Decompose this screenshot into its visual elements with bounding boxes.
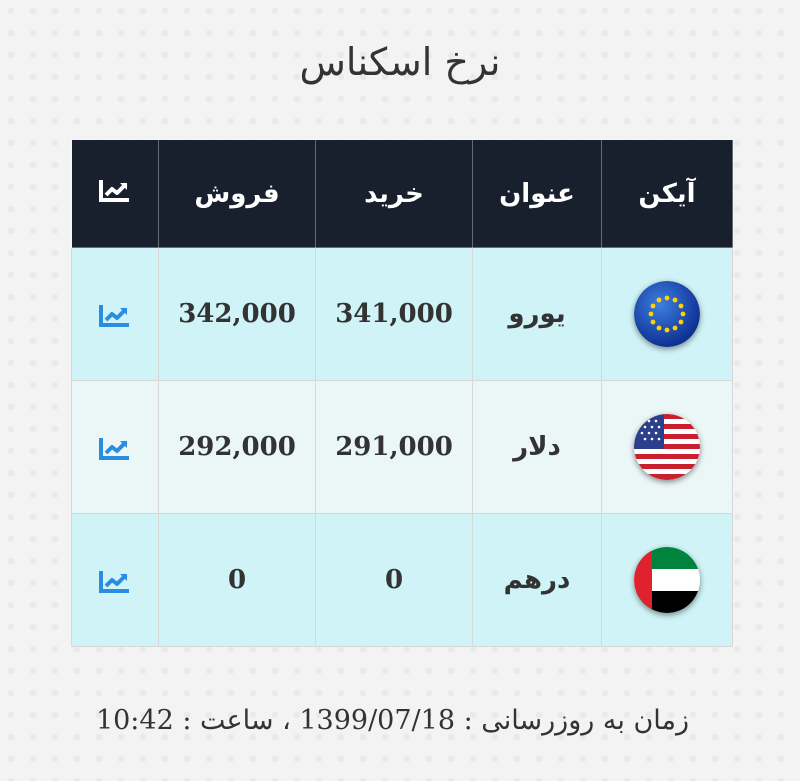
header-chart <box>71 139 159 248</box>
update-time: زمان به روزرسانی : 1399/07/18 ، ساعت : 1… <box>95 705 689 736</box>
table-row: یورو 341,000 342,000 <box>71 247 733 381</box>
flag-cell <box>601 247 733 381</box>
flag-cell <box>601 513 733 647</box>
flag-cell <box>601 380 733 514</box>
table-header-row: آیکن عنوان خرید فروش <box>71 139 733 248</box>
chart-button[interactable] <box>71 247 159 381</box>
currency-name: دلار <box>472 380 602 514</box>
chart-button[interactable] <box>71 380 159 514</box>
eu-flag-icon <box>634 281 700 347</box>
uae-flag-icon <box>634 547 700 613</box>
header-icon: آیکن <box>601 139 733 248</box>
chart-icon[interactable] <box>99 303 131 327</box>
page-title: نرخ اسکناس <box>299 40 501 84</box>
table-row: درهم 0 0 <box>71 513 733 647</box>
buy-price: 0 <box>315 513 473 647</box>
chart-icon[interactable] <box>99 436 131 460</box>
buy-price: 341,000 <box>315 247 473 381</box>
table-row: دلار 291,000 292,000 <box>71 380 733 514</box>
header-name: عنوان <box>472 139 602 248</box>
chart-icon[interactable] <box>99 569 131 593</box>
us-flag-icon <box>634 414 700 480</box>
sell-price: 292,000 <box>158 380 316 514</box>
header-buy: خرید <box>315 139 473 248</box>
buy-price: 291,000 <box>315 380 473 514</box>
sell-price: 342,000 <box>158 247 316 381</box>
chart-button[interactable] <box>71 513 159 647</box>
rates-table: آیکن عنوان خرید فروش <box>71 139 733 647</box>
sell-price: 0 <box>158 513 316 647</box>
chart-icon <box>99 180 129 202</box>
currency-name: درهم <box>472 513 602 647</box>
currency-name: یورو <box>472 247 602 381</box>
header-sell: فروش <box>158 139 316 248</box>
